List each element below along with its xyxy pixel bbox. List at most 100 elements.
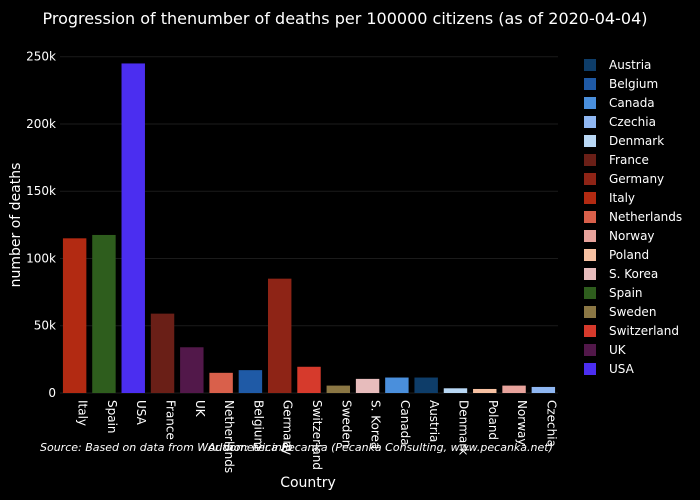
legend-item[interactable]: Belgium — [584, 77, 658, 91]
legend-swatch — [584, 230, 596, 242]
x-tick-label: Poland — [486, 400, 500, 440]
legend-swatch — [584, 287, 596, 299]
x-tick-label: Norway — [515, 400, 529, 446]
bar-usa[interactable] — [121, 63, 145, 393]
legend-swatch — [584, 154, 596, 166]
legend-label: Switzerland — [609, 324, 679, 338]
legend-swatch — [584, 363, 596, 375]
legend-label: France — [609, 153, 649, 167]
legend-label: S. Korea — [609, 267, 658, 281]
legend-item[interactable]: USA — [584, 362, 635, 376]
x-tick-label: France — [164, 400, 178, 440]
x-tick-label: USA — [134, 400, 148, 426]
legend-swatch — [584, 211, 596, 223]
legend-label: Poland — [609, 248, 649, 262]
bar-denmark[interactable] — [443, 388, 468, 393]
legend-swatch — [584, 306, 596, 318]
legend-swatch — [584, 344, 596, 356]
bar-poland[interactable] — [473, 388, 497, 393]
legend-label: Belgium — [609, 77, 658, 91]
legend-label: Italy — [609, 191, 635, 205]
legend-item[interactable]: UK — [584, 343, 627, 357]
author-annotation: Author: Ivica Pecanka (Pecanka Consultin… — [207, 441, 553, 454]
legend-label: Netherlands — [609, 210, 682, 224]
legend-swatch — [584, 268, 596, 280]
legend-swatch — [584, 135, 596, 147]
source-annotation: Source: Based on data from Worldometer.i… — [40, 441, 293, 454]
x-tick-label: Canada — [398, 400, 412, 446]
legend-item[interactable]: S. Korea — [584, 267, 658, 281]
legend-item[interactable]: Spain — [584, 286, 643, 300]
legend-item[interactable]: Norway — [584, 229, 655, 243]
legend-item[interactable]: Czechia — [584, 115, 656, 129]
legend-item[interactable]: Denmark — [584, 134, 664, 148]
legend-label: Sweden — [609, 305, 656, 319]
bar-spain[interactable] — [92, 234, 116, 393]
y-tick-label: 150k — [26, 184, 56, 198]
legend-item[interactable]: Poland — [584, 248, 649, 262]
legend-label: UK — [609, 343, 627, 357]
x-tick-label: Switzerland — [310, 400, 324, 470]
legend-label: USA — [609, 362, 635, 376]
y-tick-label: 100k — [26, 251, 56, 265]
bar-czechia[interactable] — [531, 386, 556, 393]
bar-s-korea[interactable] — [355, 378, 380, 393]
x-tick-label: Germany — [281, 400, 295, 455]
x-axis-label: Country — [280, 475, 336, 491]
bar-norway[interactable] — [502, 385, 526, 393]
bar-italy[interactable] — [62, 238, 87, 393]
bar-uk[interactable] — [180, 347, 204, 393]
legend-label: Austria — [609, 58, 651, 72]
x-tick-label: Spain — [105, 400, 119, 434]
legend-swatch — [584, 325, 596, 337]
legend-label: Denmark — [609, 134, 664, 148]
legend-swatch — [584, 78, 596, 90]
legend-item[interactable]: Switzerland — [584, 324, 679, 338]
legend-item[interactable]: Austria — [584, 58, 651, 72]
legend-swatch — [584, 192, 596, 204]
legend-item[interactable]: Italy — [584, 191, 635, 205]
x-tick-label: Sweden — [339, 400, 353, 447]
x-tick-label: Belgium — [251, 400, 265, 449]
x-axis-ticks: Italy Spain USA France UK Netherlands Belgium G… — [76, 400, 559, 473]
bar-switzerland[interactable] — [297, 366, 321, 393]
legend-label: Canada — [609, 96, 655, 110]
x-tick-label: Italy — [76, 400, 90, 426]
y-tick-label: 50k — [34, 319, 56, 333]
bar-canada[interactable] — [385, 377, 409, 393]
legend[interactable]: Austria Belgium Canada Czechia Denmark France… — [584, 58, 682, 376]
x-tick-label: Czechia — [544, 400, 558, 447]
x-tick-label: Austria — [427, 400, 441, 442]
legend-swatch — [584, 97, 596, 109]
bars — [62, 63, 556, 393]
bar-netherlands[interactable] — [209, 372, 233, 393]
x-tick-label: Netherlands — [222, 400, 236, 473]
legend-label: Norway — [609, 229, 655, 243]
legend-swatch — [584, 59, 596, 71]
bar-germany[interactable] — [267, 278, 292, 393]
y-axis-ticks: 0 50k 100k 150k 200k 250k — [26, 50, 56, 400]
legend-item[interactable]: France — [584, 153, 649, 167]
x-tick-label: Denmark — [456, 400, 470, 455]
y-tick-label: 200k — [26, 117, 56, 131]
legend-label: Germany — [609, 172, 664, 186]
legend-swatch — [584, 116, 596, 128]
bar-austria[interactable] — [414, 377, 438, 393]
chart-title: Progression of thenumber of deaths per 1… — [43, 9, 648, 28]
y-tick-label: 0 — [48, 386, 56, 400]
y-tick-label: 250k — [26, 50, 56, 64]
legend-label: Spain — [609, 286, 643, 300]
bar-france[interactable] — [150, 313, 175, 393]
x-tick-label: UK — [193, 400, 207, 418]
legend-item[interactable]: Sweden — [584, 305, 656, 319]
legend-item[interactable]: Canada — [584, 96, 655, 110]
legend-swatch — [584, 249, 596, 261]
legend-swatch — [584, 173, 596, 185]
bar-sweden[interactable] — [326, 385, 351, 393]
legend-item[interactable]: Germany — [584, 172, 664, 186]
legend-label: Czechia — [609, 115, 656, 129]
legend-item[interactable]: Netherlands — [584, 210, 682, 224]
bar-belgium[interactable] — [238, 370, 263, 393]
